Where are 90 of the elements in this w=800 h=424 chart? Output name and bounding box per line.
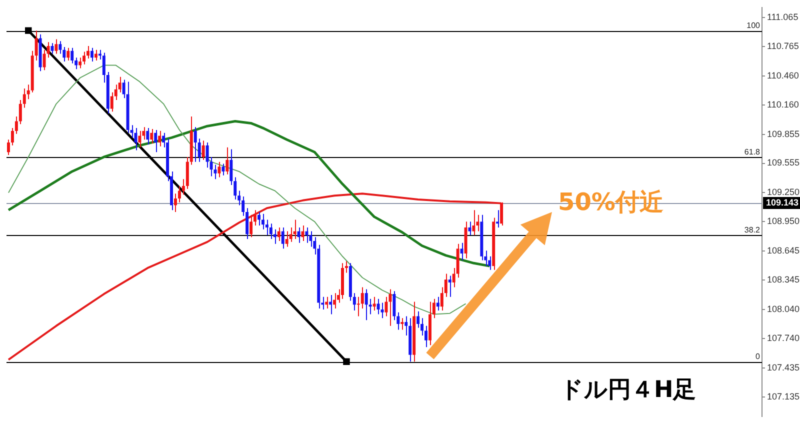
y-tick-label: 109.855	[767, 128, 800, 139]
candlestick	[476, 214, 480, 232]
candlestick	[384, 296, 388, 317]
y-tick-label: 110.160	[767, 99, 799, 110]
candlestick	[297, 226, 300, 244]
y-tick-label: 110.765	[767, 40, 799, 51]
candlestick	[344, 260, 348, 274]
candlestick	[258, 212, 260, 226]
candlestick	[66, 47, 70, 61]
candlestick	[376, 298, 380, 315]
y-tick-label: 107.435	[767, 362, 800, 372]
candlestick	[42, 49, 46, 71]
candlestick	[6, 139, 10, 156]
candlestick	[364, 288, 368, 321]
candlestick	[380, 302, 384, 319]
candlestick	[210, 156, 213, 177]
candlestick	[198, 138, 201, 162]
candlestick	[368, 298, 372, 315]
y-tick-label: 108.950	[767, 216, 800, 226]
y-tick-label: 109.555	[767, 158, 800, 168]
candlestick	[250, 214, 253, 238]
candlestick	[281, 226, 284, 250]
candlestick	[94, 49, 98, 61]
candlestick	[34, 30, 38, 61]
candlestick	[496, 210, 500, 228]
candlestick	[285, 230, 288, 248]
candlestick	[392, 290, 396, 321]
y-tick-label: 108.645	[767, 246, 800, 256]
candlestick	[90, 47, 94, 62]
annotation: 0	[756, 352, 761, 361]
candlestick	[150, 128, 154, 144]
candlestick	[134, 128, 138, 151]
candlestick	[206, 142, 209, 168]
candlestick	[174, 193, 177, 212]
candlestick	[269, 223, 272, 240]
candlestick	[158, 130, 162, 147]
candlestick	[50, 42, 54, 54]
candlestick	[460, 242, 464, 261]
candlestick	[289, 226, 292, 242]
annotation: 61.8	[744, 147, 761, 156]
y-tick-label: 108.345	[767, 274, 800, 285]
candlestick	[178, 185, 181, 203]
annotation: 38.2	[744, 226, 761, 235]
candlestick	[146, 128, 150, 145]
candlestick	[138, 130, 142, 148]
candlestick	[448, 275, 452, 298]
candlestick	[18, 100, 22, 125]
ref-line-label: 109.143	[766, 198, 799, 208]
candlestick	[356, 296, 360, 317]
candlestick	[78, 57, 82, 69]
candlestick	[360, 286, 364, 310]
candlestick	[436, 296, 440, 311]
candlestick	[182, 178, 185, 196]
candlestick	[14, 116, 18, 134]
y-tick-label: 107.740	[767, 332, 800, 343]
y-tick-label: 110.460	[767, 70, 799, 80]
candlestick	[352, 292, 356, 311]
candlestick	[261, 213, 264, 230]
candlestick	[110, 92, 114, 112]
candlestick	[26, 84, 30, 100]
candlestick	[277, 226, 280, 242]
y-tick-label: 111.065	[767, 12, 798, 22]
candlestick	[472, 210, 476, 236]
candlestick	[388, 288, 392, 326]
candlestick	[305, 226, 308, 244]
candlestick	[400, 318, 404, 330]
candlestick	[222, 163, 225, 176]
candlestick	[416, 310, 420, 328]
candlestick	[54, 38, 58, 54]
candlestick	[82, 51, 86, 65]
candlestick	[218, 161, 221, 178]
candlestick	[58, 40, 62, 54]
candlestick	[194, 126, 197, 162]
annotation: 100	[746, 21, 761, 30]
candlestick	[70, 47, 74, 64]
candlestick	[372, 296, 376, 311]
candlestick	[154, 129, 158, 153]
candlestick	[301, 225, 304, 242]
y-tick-label: 108.040	[767, 304, 800, 314]
y-tick-label: 107.135	[767, 391, 800, 402]
candlestick	[333, 292, 336, 310]
candlestick	[10, 128, 14, 146]
y-tick-label: 109.250	[767, 187, 800, 198]
candlestick	[22, 88, 26, 108]
candlestick	[468, 221, 472, 236]
candlestick	[309, 230, 312, 248]
candlestick	[226, 146, 229, 175]
annotation: 50%付近	[558, 187, 664, 218]
candlestick	[202, 140, 205, 160]
annotation: ドル円４H足	[560, 376, 696, 405]
